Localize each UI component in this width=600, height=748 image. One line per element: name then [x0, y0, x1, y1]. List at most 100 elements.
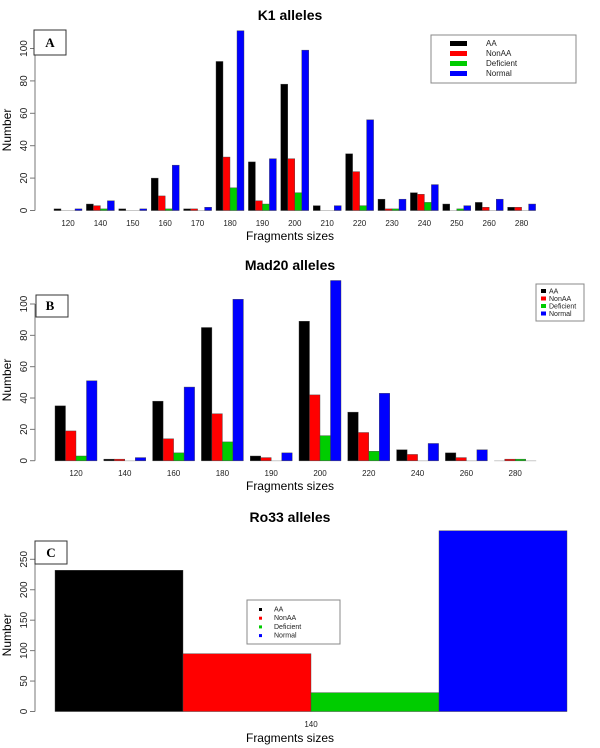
bar-normal-220 [366, 119, 374, 211]
bar-aa-260 [445, 452, 457, 461]
legend-label-deficient: Deficient [549, 304, 576, 311]
x-tick-label: 200 [288, 219, 302, 228]
panel-label-box [33, 29, 67, 56]
bar-deficient-120 [75, 455, 87, 461]
y-axis-label: Number [0, 359, 14, 402]
bar-deficient-240 [424, 202, 432, 211]
x-tick-label: 160 [159, 219, 173, 228]
x-tick-label: 240 [411, 469, 425, 478]
bar-aa-180 [201, 327, 213, 461]
legend-label-aa: AA [486, 39, 497, 48]
bar-normal-190 [281, 452, 293, 461]
bar-nonaa-190 [255, 200, 263, 211]
legend-label-deficient: Deficient [274, 624, 301, 631]
y-tick-label: 0 [19, 708, 30, 714]
bar-nonaa-140 [93, 205, 101, 211]
x-tick-label: 250 [450, 219, 464, 228]
bar-deficient-160 [173, 452, 185, 461]
bar-normal-260 [496, 198, 504, 211]
x-axis-label: Fragments sizes [246, 731, 334, 745]
bar-nonaa-190 [260, 457, 272, 461]
x-tick-label: 260 [483, 219, 497, 228]
bar-aa-120 [54, 405, 66, 461]
panel-label: B [46, 298, 55, 313]
x-tick-label: 160 [167, 469, 181, 478]
legend-swatch-nonaa [450, 51, 467, 56]
legend-label-nonaa: NonAA [274, 615, 297, 622]
x-axis-label: Fragments sizes [246, 229, 334, 243]
y-tick-label: 100 [19, 295, 30, 312]
legend-box [246, 599, 341, 645]
panel-label: C [46, 545, 55, 560]
chart-title: K1 alleles [258, 7, 323, 23]
bar-nonaa-180 [222, 156, 231, 211]
bar-normal-120 [86, 380, 98, 461]
bar-deficient-180 [229, 187, 238, 211]
legend-swatch-aa [541, 289, 546, 293]
bar-normal-250 [463, 205, 471, 211]
x-tick-label: 260 [460, 469, 474, 478]
y-tick-label: 80 [19, 75, 30, 87]
y-tick-label: 40 [19, 140, 30, 152]
legend-swatch-aa [450, 41, 467, 46]
x-tick-label: 230 [385, 219, 399, 228]
bar-normal-180 [232, 299, 244, 461]
legend-swatch-nonaa [259, 616, 262, 620]
legend-swatch-normal [541, 311, 546, 316]
bar-aa-190 [248, 161, 256, 211]
bar-normal-190 [269, 158, 277, 211]
x-tick-label: 140 [304, 720, 318, 729]
bar-nonaa-260 [455, 457, 467, 461]
bar-aa-210 [313, 205, 321, 211]
x-axis-label: Fragments sizes [246, 479, 334, 493]
bar-deficient-200 [294, 192, 302, 211]
bar-nonaa-240 [417, 194, 425, 211]
bar-aa-140 [54, 570, 184, 712]
bar-nonaa-240 [406, 454, 418, 461]
x-tick-label: 150 [126, 219, 140, 228]
bar-deficient-220 [368, 451, 380, 461]
bar-nonaa-260 [482, 207, 490, 211]
bar-aa-220 [347, 411, 359, 461]
bar-normal-180 [236, 30, 245, 211]
x-tick-label: 190 [256, 219, 270, 228]
y-axis-label: Number [0, 109, 14, 152]
bar-aa-220 [345, 153, 353, 211]
bar-aa-170 [183, 208, 191, 211]
bar-normal-210 [334, 205, 342, 211]
bar-aa-280 [507, 207, 515, 211]
bar-aa-160 [152, 400, 164, 461]
chart-title: Ro33 alleles [250, 509, 331, 525]
bar-aa-240 [410, 192, 418, 211]
bar-normal-200 [330, 280, 342, 461]
x-tick-label: 190 [265, 469, 279, 478]
bar-nonaa-200 [287, 158, 295, 211]
legend-label-nonaa: NonAA [549, 296, 572, 303]
bar-nonaa-220 [358, 432, 369, 461]
panel-label: A [45, 35, 55, 50]
legend-label-normal: Normal [486, 69, 512, 78]
bar-normal-120 [74, 208, 83, 211]
x-tick-label: 220 [353, 219, 367, 228]
bar-normal-140 [135, 457, 147, 461]
x-tick-label: 200 [313, 469, 327, 478]
y-tick-label: 100 [19, 40, 30, 57]
x-tick-label: 180 [223, 219, 237, 228]
y-tick-label: 60 [19, 361, 30, 373]
bar-deficient-160 [164, 208, 173, 211]
bar-aa-140 [86, 203, 94, 211]
bar-aa-150 [118, 208, 127, 211]
y-axis-label: Number [0, 614, 14, 657]
bar-nonaa-140 [114, 458, 126, 461]
bar-normal-140 [107, 200, 115, 211]
bar-aa-140 [103, 458, 115, 461]
y-tick-label: 60 [19, 107, 30, 119]
bar-deficient-140 [100, 208, 108, 211]
bar-aa-180 [215, 61, 224, 211]
bar-nonaa-160 [162, 438, 174, 461]
legend-swatch-deficient [541, 304, 546, 308]
bar-normal-200 [301, 49, 309, 211]
k1-alleles-chart: K1 alleles Fragments sizes Number 0 20 40 6… [0, 7, 577, 243]
